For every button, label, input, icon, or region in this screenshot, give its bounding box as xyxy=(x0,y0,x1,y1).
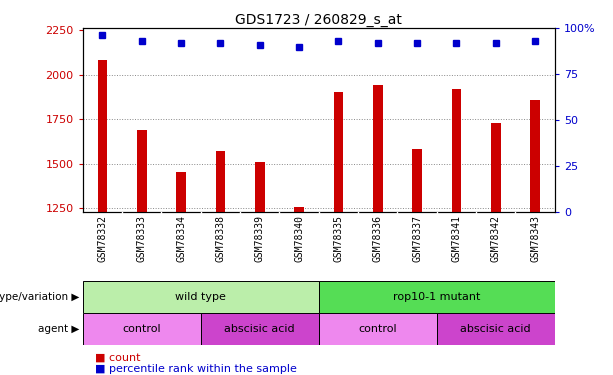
Text: GSM78340: GSM78340 xyxy=(294,215,304,262)
Bar xyxy=(201,313,319,345)
Bar xyxy=(137,130,147,212)
Text: GSM78341: GSM78341 xyxy=(451,215,462,262)
Text: GSM78333: GSM78333 xyxy=(137,215,147,262)
Title: GDS1723 / 260829_s_at: GDS1723 / 260829_s_at xyxy=(235,13,402,27)
Bar xyxy=(83,313,201,345)
Bar xyxy=(412,149,422,212)
Bar xyxy=(294,207,304,212)
Text: rop10-1 mutant: rop10-1 mutant xyxy=(393,292,481,302)
Text: control: control xyxy=(359,324,397,334)
Text: GSM78343: GSM78343 xyxy=(530,215,540,262)
Text: ■ percentile rank within the sample: ■ percentile rank within the sample xyxy=(95,364,297,374)
Text: wild type: wild type xyxy=(175,292,226,302)
Text: genotype/variation ▶: genotype/variation ▶ xyxy=(0,292,80,302)
Bar xyxy=(255,162,265,212)
Text: GSM78335: GSM78335 xyxy=(333,215,343,262)
Text: abscisic acid: abscisic acid xyxy=(460,324,531,334)
Text: GSM78338: GSM78338 xyxy=(215,215,226,262)
Text: abscisic acid: abscisic acid xyxy=(224,324,295,334)
Text: agent ▶: agent ▶ xyxy=(39,324,80,334)
Text: GSM78339: GSM78339 xyxy=(255,215,265,262)
Text: GSM78342: GSM78342 xyxy=(491,215,501,262)
Bar xyxy=(436,313,555,345)
Bar xyxy=(319,281,555,313)
Bar xyxy=(83,281,319,313)
Text: GSM78337: GSM78337 xyxy=(412,215,422,262)
Text: GSM78334: GSM78334 xyxy=(176,215,186,262)
Text: GSM78336: GSM78336 xyxy=(373,215,383,262)
Bar xyxy=(452,89,462,212)
Bar xyxy=(333,92,343,212)
Text: ■ count: ■ count xyxy=(95,353,140,363)
Bar xyxy=(530,100,540,212)
Bar xyxy=(373,85,383,212)
Bar xyxy=(216,151,226,212)
Bar xyxy=(491,123,501,212)
Bar xyxy=(319,313,436,345)
Text: GSM78332: GSM78332 xyxy=(97,215,107,262)
Text: control: control xyxy=(123,324,161,334)
Bar xyxy=(97,60,107,212)
Bar xyxy=(176,172,186,212)
